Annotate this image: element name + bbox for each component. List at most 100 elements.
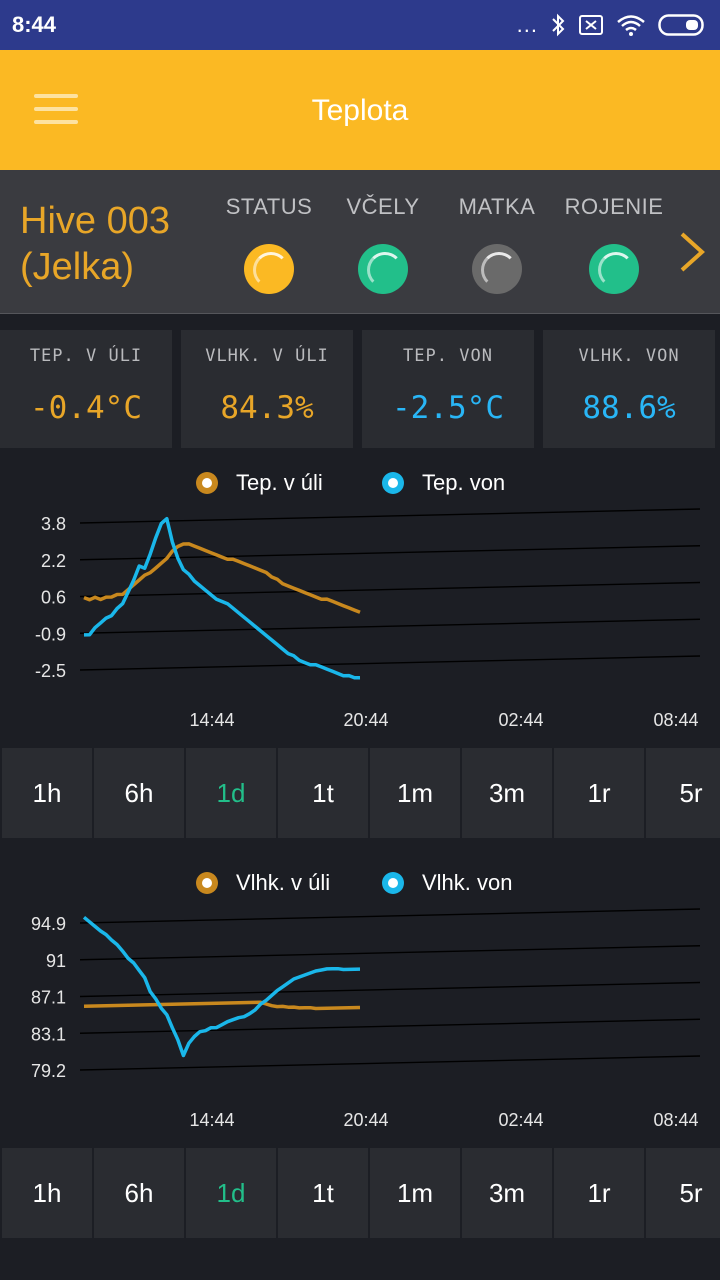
status-icons: ... — [517, 11, 706, 39]
legend-label: Vlhk. von — [422, 870, 513, 895]
series-line — [83, 1000, 361, 1011]
metric-value: -2.5°C — [392, 390, 504, 426]
chart-legend: Vlhk. v úli Vlhk. von — [0, 850, 720, 895]
legend-label: Vlhk. v úli — [236, 870, 331, 895]
legend-item[interactable]: Vlhk. v úli — [196, 870, 330, 896]
y-tick-label: -0.9 — [35, 624, 66, 644]
range-button-1h[interactable]: 1h — [2, 748, 92, 838]
range-button-6h[interactable]: 6h — [94, 1148, 184, 1238]
grid-line — [79, 655, 701, 671]
indicator-queen[interactable]: MATKA — [442, 194, 552, 294]
indicator-label: MATKA — [458, 194, 536, 219]
chart-legend: Tep. v úli Tep. von — [0, 450, 720, 495]
range-button-6h[interactable]: 6h — [94, 748, 184, 838]
range-button-1h[interactable]: 1h — [2, 1148, 92, 1238]
range-button-1m[interactable]: 1m — [370, 1148, 460, 1238]
chevron-right-icon[interactable] — [674, 230, 710, 274]
x-tick-label: 20:44 — [343, 1110, 388, 1130]
metric-value: 88.6% — [582, 390, 676, 426]
app-bar: Teplota — [0, 50, 720, 170]
y-tick-label: 2.2 — [41, 551, 66, 571]
grid-line — [79, 1018, 701, 1034]
page-title: Teplota — [311, 94, 409, 127]
series-line — [82, 915, 361, 1058]
bluetooth-icon — [552, 13, 565, 37]
hive-header: Hive 003 (Jelka) STATUS VČELY MATKA ROJE… — [0, 170, 720, 314]
grid-line — [79, 545, 701, 561]
metric-temp-inside: TEP. V ÚLI -0.4°C — [0, 330, 172, 448]
metric-label: TEP. V ÚLI — [29, 346, 143, 366]
wifi-icon — [617, 15, 645, 36]
y-tick-label: 0.6 — [41, 588, 66, 608]
metric-temp-outside: TEP. VON -2.5°C — [362, 330, 534, 448]
x-tick-label: 02:44 — [498, 710, 543, 730]
indicator-status[interactable]: STATUS — [214, 194, 324, 294]
hamburger-menu-icon[interactable] — [34, 94, 78, 128]
metric-label: VLHK. VON — [578, 346, 680, 366]
x-tick-label: 08:44 — [653, 1110, 698, 1130]
y-tick-label: 83.1 — [31, 1024, 66, 1044]
grid-line — [79, 945, 701, 961]
x-tick-label: 20:44 — [343, 710, 388, 730]
range-button-1d[interactable]: 1d — [186, 1148, 276, 1238]
y-tick-label: 79.2 — [31, 1061, 66, 1081]
status-bar: 8:44 ... — [0, 0, 720, 50]
y-tick-label: 3.8 — [41, 514, 66, 534]
humidity-plot: 94.9 91 87.1 83.1 79.2 14:44 20:44 02:44 08:44 — [31, 908, 701, 1130]
legend-item[interactable]: Tep. v úli — [196, 470, 323, 496]
legend-dot-icon — [196, 472, 218, 494]
indicator-swarming[interactable]: ROJENIE — [559, 194, 669, 294]
grid-line — [79, 908, 701, 924]
hive-name-line1: Hive 003 — [20, 200, 170, 242]
metric-humidity-outside: VLHK. VON 88.6% — [543, 330, 715, 448]
x-tick-label: 14:44 — [189, 710, 234, 730]
grid-line — [79, 508, 701, 524]
y-tick-label: 87.1 — [31, 988, 66, 1008]
grid-line — [79, 1055, 701, 1071]
legend-label: Tep. v úli — [236, 470, 323, 495]
legend-dot-icon — [382, 472, 404, 494]
series-line — [83, 516, 361, 680]
temperature-range-bar: 1h 6h 1d 1t 1m 3m 1r 5r — [0, 748, 720, 838]
legend-item[interactable]: Vlhk. von — [382, 870, 513, 896]
temperature-plot: 3.8 2.2 0.6 -0.9 -2.5 14:44 20:44 02:44 08:44 — [35, 508, 701, 730]
metric-label: VLHK. V ÚLI — [205, 346, 329, 366]
temperature-chart: Tep. v úli Tep. von 3.8 2.2 0.6 -0.9 -2.5 14:… — [0, 450, 720, 750]
range-button-3m[interactable]: 3m — [462, 1148, 552, 1238]
indicator-label: VČELY — [346, 194, 420, 219]
queen-dot-icon — [472, 244, 522, 294]
humidity-range-bar: 1h 6h 1d 1t 1m 3m 1r 5r — [0, 1148, 720, 1238]
range-button-5r[interactable]: 5r — [646, 748, 720, 838]
range-button-1m[interactable]: 1m — [370, 748, 460, 838]
indicator-bees[interactable]: VČELY — [328, 194, 438, 294]
grid-line — [79, 981, 701, 998]
x-tick-label: 02:44 — [498, 1110, 543, 1130]
metric-label: TEP. VON — [403, 346, 493, 366]
range-button-5r[interactable]: 5r — [646, 1148, 720, 1238]
range-button-1r[interactable]: 1r — [554, 1148, 644, 1238]
legend-item[interactable]: Tep. von — [382, 470, 505, 496]
metric-value: 84.3% — [220, 390, 314, 426]
indicator-label: STATUS — [225, 194, 313, 219]
range-button-3m[interactable]: 3m — [462, 748, 552, 838]
humidity-chart: Vlhk. v úli Vlhk. von 94.9 91 87.1 83.1 79.2… — [0, 850, 720, 1150]
hive-name-line2: (Jelka) — [20, 246, 135, 288]
legend-dot-icon — [196, 872, 218, 894]
range-button-1t[interactable]: 1t — [278, 1148, 368, 1238]
range-button-1r[interactable]: 1r — [554, 748, 644, 838]
legend-label: Tep. von — [422, 470, 506, 495]
battery-icon — [658, 14, 704, 36]
indicator-label: ROJENIE — [564, 194, 664, 219]
metric-humidity-inside: VLHK. V ÚLI 84.3% — [181, 330, 353, 448]
metric-value: -0.4°C — [30, 390, 142, 426]
hive-name[interactable]: Hive 003 (Jelka) — [20, 198, 210, 290]
grid-line — [79, 618, 701, 634]
metrics-row: TEP. V ÚLI -0.4°C VLHK. V ÚLI 84.3% TEP.… — [0, 330, 720, 448]
y-tick-label: 94.9 — [31, 914, 66, 934]
x-tick-label: 08:44 — [653, 710, 698, 730]
range-button-1t[interactable]: 1t — [278, 748, 368, 838]
bees-dot-icon — [358, 244, 408, 294]
grid-line — [79, 581, 701, 598]
x-tick-label: 14:44 — [189, 1110, 234, 1130]
range-button-1d[interactable]: 1d — [186, 748, 276, 838]
